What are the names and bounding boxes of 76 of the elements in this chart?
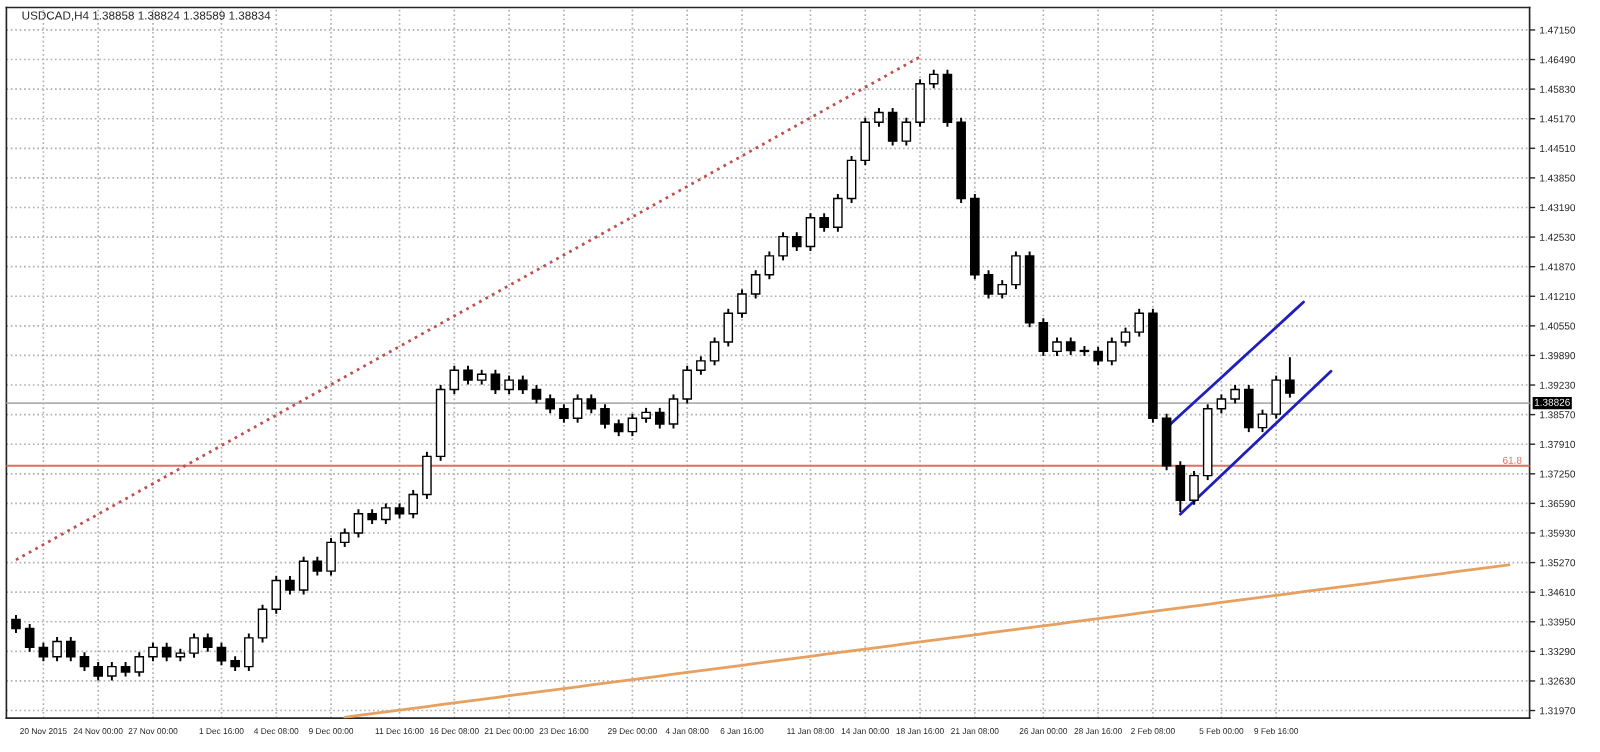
candlestick: [805, 212, 816, 252]
candlestick: [668, 393, 679, 430]
candlestick: [600, 403, 610, 430]
candlestick: [1243, 384, 1254, 434]
candlestick: [518, 374, 528, 395]
candlestick: [887, 106, 898, 147]
candlestick: [833, 193, 843, 233]
candlestick: [1052, 336, 1062, 357]
candlestick: [997, 279, 1008, 300]
candlestick: [24, 623, 35, 653]
candlestick: [942, 68, 953, 128]
candlestick: [696, 355, 706, 376]
candlestick: [52, 636, 62, 663]
candlestick: [353, 508, 364, 539]
candlestick: [737, 288, 747, 319]
candlestick: [1230, 384, 1240, 405]
candlestick: [1257, 408, 1268, 434]
candlestick: [504, 374, 514, 395]
candlestick: [148, 641, 158, 663]
candlestick: [381, 502, 391, 525]
candlestick: [723, 307, 734, 348]
candlestick: [257, 603, 268, 644]
candlestick: [572, 393, 583, 424]
candlestick: [202, 632, 213, 653]
candlestick: [422, 450, 432, 500]
line-series: [343, 563, 1511, 719]
candlestick: [545, 393, 556, 415]
candlestick: [107, 661, 117, 682]
candlestick: [559, 403, 569, 424]
candlestick: [531, 384, 542, 405]
candlestick: [1285, 356, 1295, 399]
candlestick: [915, 78, 925, 128]
candlestick: [791, 231, 802, 252]
candlestick: [764, 250, 775, 281]
candlestick: [449, 364, 460, 395]
candlestick: [778, 231, 788, 262]
candlestick: [79, 651, 90, 673]
candlestick: [1216, 393, 1227, 415]
candlestick: [1120, 326, 1131, 348]
candlestick: [709, 336, 720, 367]
candlestick: [928, 68, 939, 90]
candlestick: [682, 364, 692, 405]
candlestick: [750, 269, 761, 300]
line-series: [14, 55, 922, 562]
candlestick: [654, 406, 665, 430]
candlestick: [1038, 317, 1049, 357]
candlestick: [271, 575, 282, 615]
candlestick: [860, 116, 871, 166]
candlestick: [846, 154, 857, 204]
candlestick: [93, 661, 103, 682]
candlestick: [463, 364, 473, 386]
candlestick: [1093, 345, 1103, 367]
candlestick: [326, 536, 336, 577]
candlestick: [819, 212, 829, 233]
candlestick: [1011, 250, 1021, 291]
line-series: [1178, 369, 1333, 516]
candlestick: [874, 106, 884, 128]
candlestick: [983, 269, 994, 300]
candlestick: [490, 368, 501, 395]
candlestick: [134, 651, 145, 678]
candlestick: [1134, 307, 1145, 338]
candlestick: [189, 632, 199, 659]
candlestick: [408, 488, 419, 520]
candlestick: [298, 555, 309, 596]
candlestick: [901, 116, 912, 147]
candlestick: [1189, 470, 1199, 506]
candlestick: [244, 632, 254, 673]
candlestick: [312, 555, 323, 577]
candlestick: [1161, 412, 1172, 472]
candlestick: [1107, 336, 1117, 367]
candlestick: [65, 636, 76, 663]
candlestick: [285, 575, 295, 596]
candlestick: [586, 393, 597, 415]
candlestick: [1271, 374, 1281, 420]
candlestick: [339, 527, 350, 548]
candlestick: [1175, 460, 1186, 513]
